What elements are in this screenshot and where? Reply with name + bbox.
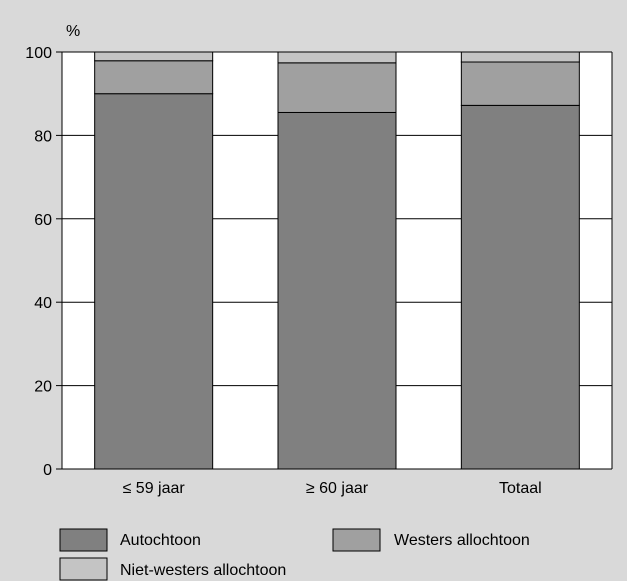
bar-segment [94,93,214,470]
bar-segment [94,51,214,62]
x-tick-label: Totaal [499,480,542,497]
legend-label: Westers allochtoon [394,532,530,549]
y-axis-label: % [66,23,80,40]
axes: 0 20 40 60 80 100% [25,23,613,479]
x-tick-label: ≤ 59 jaar [123,480,186,497]
y-tick-label: 0 [43,462,52,479]
y-tick-label: 40 [34,295,52,312]
y-tick-label: 100 [25,45,52,62]
legend: Autochtoon Westers allochtoon Niet-westers… [59,528,530,581]
bar-segment [94,60,214,95]
bars-group: ≤ 59 jaar ≥ 60 jaar Totaal [94,51,580,497]
x-tick-label: ≥ 60 jaar [306,480,369,497]
y-tick-label: 60 [34,212,52,229]
bar-segment [460,104,580,470]
legend-label: Autochtoon [120,532,201,549]
y-tick-label: 20 [34,379,52,396]
y-tick-label: 80 [34,128,52,145]
bar-segment [277,51,397,64]
legend-swatch [332,528,381,552]
legend-swatch [59,557,108,581]
bar-segment [277,111,397,470]
bar-segment [460,51,580,63]
legend-swatch [59,528,108,552]
bar-segment [277,62,397,113]
bar-segment [460,61,580,106]
legend-label: Niet-westers allochtoon [120,562,286,579]
